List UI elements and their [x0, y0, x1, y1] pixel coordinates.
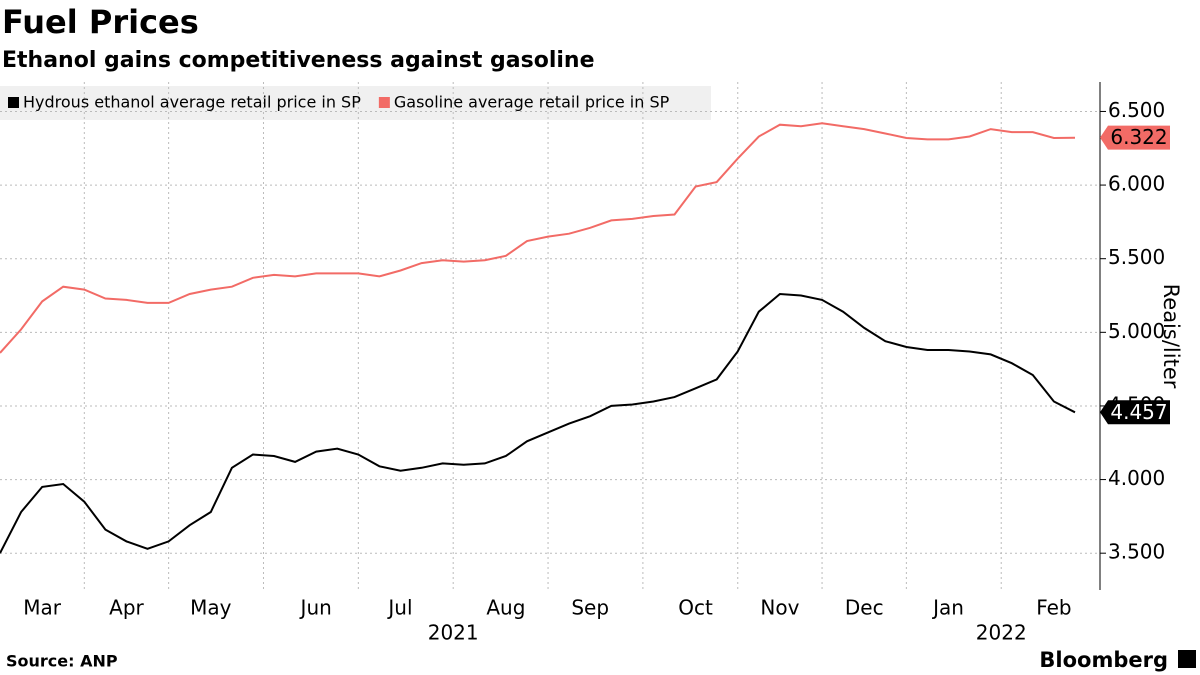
legend-label: Hydrous ethanol average retail price in …	[23, 93, 361, 112]
x-tick-label: Nov	[760, 596, 799, 620]
legend-box	[0, 86, 711, 120]
x-group-label: 2022	[976, 621, 1027, 645]
legend-label: Gasoline average retail price in SP	[394, 93, 670, 112]
end-label-text: 4.457	[1110, 400, 1167, 424]
x-tick-label: Jun	[299, 596, 332, 620]
x-tick-label: Jan	[931, 596, 964, 620]
x-tick-label: May	[190, 596, 232, 620]
y-tick-label: 6.000	[1108, 172, 1165, 196]
chart-title: Fuel Prices	[2, 3, 199, 41]
x-tick-label: Oct	[678, 596, 713, 620]
brand-icon	[1178, 650, 1196, 668]
series-line	[0, 292, 1076, 554]
y-tick-label: 6.500	[1108, 98, 1165, 122]
series-line	[0, 122, 1076, 354]
x-tick-label: Mar	[23, 596, 62, 620]
x-tick-label: Aug	[486, 596, 525, 620]
x-tick-label: Jul	[386, 596, 412, 620]
x-group-label: 2021	[428, 621, 479, 645]
y-tick-label: 5.000	[1108, 319, 1165, 343]
legend-swatch	[378, 97, 390, 108]
end-label-box	[1100, 125, 1170, 150]
x-tick-label: Dec	[845, 596, 884, 620]
chart-subtitle: Ethanol gains competitiveness against ga…	[2, 48, 595, 73]
x-tick-label: Feb	[1036, 596, 1071, 620]
y-tick-label: 4.000	[1108, 466, 1165, 490]
legend-swatch	[8, 97, 19, 108]
end-label: 6.322	[1100, 125, 1170, 150]
y-tick-label: 5.500	[1108, 245, 1165, 269]
end-label-box	[1100, 400, 1170, 425]
brand: Bloomberg	[1039, 648, 1168, 672]
end-label: 4.457	[1100, 400, 1170, 425]
x-tick-label: Sep	[571, 596, 609, 620]
source: Source: ANP	[6, 652, 118, 671]
end-label-text: 6.322	[1110, 125, 1167, 149]
y-axis-label: Reais/liter	[1159, 284, 1183, 389]
y-tick-label: 3.500	[1108, 540, 1165, 564]
x-tick-label: Apr	[109, 596, 144, 620]
